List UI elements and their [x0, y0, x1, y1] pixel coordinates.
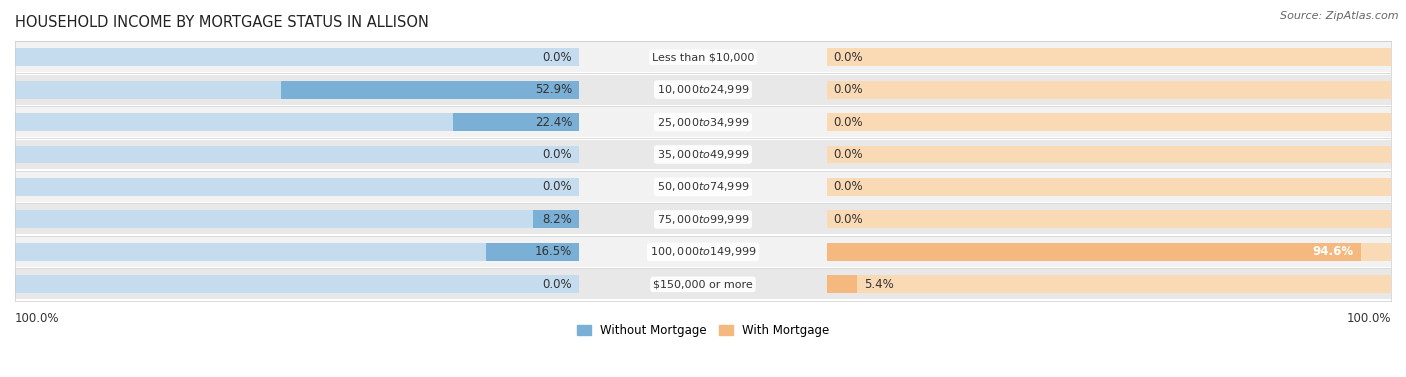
Text: 0.0%: 0.0% [834, 51, 863, 64]
Text: 0.0%: 0.0% [834, 115, 863, 129]
Bar [827, 276, 858, 293]
Bar [15, 243, 579, 261]
Text: $100,000 to $149,999: $100,000 to $149,999 [650, 245, 756, 258]
Bar [15, 204, 1391, 234]
Text: $10,000 to $24,999: $10,000 to $24,999 [657, 83, 749, 96]
Bar [827, 243, 1361, 261]
Bar [827, 210, 1391, 228]
Text: $50,000 to $74,999: $50,000 to $74,999 [657, 181, 749, 193]
Text: 94.6%: 94.6% [1313, 245, 1354, 258]
Bar [15, 139, 1391, 169]
Text: 100.0%: 100.0% [15, 312, 59, 325]
Bar [827, 81, 1391, 98]
Bar [15, 75, 1391, 104]
Bar [15, 178, 579, 196]
Text: HOUSEHOLD INCOME BY MORTGAGE STATUS IN ALLISON: HOUSEHOLD INCOME BY MORTGAGE STATUS IN A… [15, 15, 429, 30]
Text: 5.4%: 5.4% [865, 278, 894, 291]
Text: 0.0%: 0.0% [834, 148, 863, 161]
Text: Source: ZipAtlas.com: Source: ZipAtlas.com [1281, 11, 1399, 21]
Text: 52.9%: 52.9% [536, 83, 572, 96]
Text: 100.0%: 100.0% [1347, 312, 1391, 325]
Text: 0.0%: 0.0% [834, 83, 863, 96]
Text: 0.0%: 0.0% [834, 181, 863, 193]
Text: 8.2%: 8.2% [543, 213, 572, 226]
Bar [827, 276, 1391, 293]
Bar [15, 172, 1391, 202]
Text: 16.5%: 16.5% [536, 245, 572, 258]
Text: $25,000 to $34,999: $25,000 to $34,999 [657, 115, 749, 129]
Text: 22.4%: 22.4% [534, 115, 572, 129]
Bar [15, 146, 579, 163]
Text: $150,000 or more: $150,000 or more [654, 279, 752, 289]
Bar [15, 237, 1391, 267]
Text: 0.0%: 0.0% [543, 278, 572, 291]
Text: Less than $10,000: Less than $10,000 [652, 52, 754, 62]
Bar [15, 48, 579, 66]
Text: 0.0%: 0.0% [834, 213, 863, 226]
Text: 0.0%: 0.0% [543, 51, 572, 64]
Bar [281, 81, 579, 98]
Text: 0.0%: 0.0% [543, 181, 572, 193]
Bar [15, 107, 1391, 137]
Bar [15, 276, 579, 293]
Bar [533, 210, 579, 228]
Text: 0.0%: 0.0% [543, 148, 572, 161]
Bar [827, 113, 1391, 131]
Bar [827, 48, 1391, 66]
Bar [15, 81, 579, 98]
Text: $35,000 to $49,999: $35,000 to $49,999 [657, 148, 749, 161]
Bar [15, 210, 579, 228]
Bar [15, 42, 1391, 72]
Bar [453, 113, 579, 131]
Bar [827, 178, 1391, 196]
Bar [15, 113, 579, 131]
Bar [486, 243, 579, 261]
Bar [15, 270, 1391, 299]
Text: $75,000 to $99,999: $75,000 to $99,999 [657, 213, 749, 226]
Legend: Without Mortgage, With Mortgage: Without Mortgage, With Mortgage [572, 319, 834, 342]
Bar [827, 146, 1391, 163]
Bar [827, 243, 1391, 261]
